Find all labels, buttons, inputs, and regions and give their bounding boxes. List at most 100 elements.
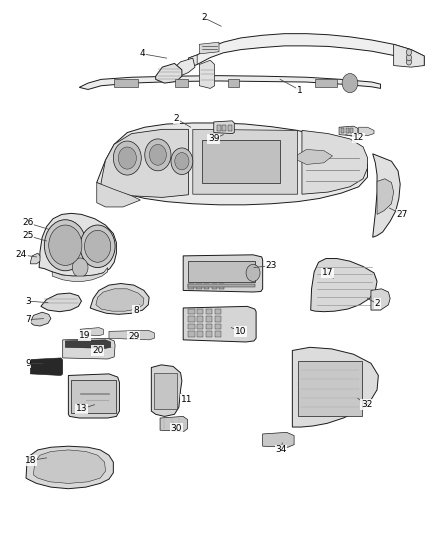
Circle shape xyxy=(175,152,189,170)
Bar xyxy=(350,128,353,133)
Text: 18: 18 xyxy=(25,456,36,465)
Text: 24: 24 xyxy=(16,251,27,260)
Circle shape xyxy=(113,141,141,175)
Circle shape xyxy=(406,54,412,61)
Polygon shape xyxy=(41,293,81,312)
Bar xyxy=(154,373,177,409)
Circle shape xyxy=(406,49,412,55)
Polygon shape xyxy=(39,213,117,276)
Bar xyxy=(223,125,226,131)
Bar xyxy=(197,309,203,314)
Text: 39: 39 xyxy=(208,134,219,143)
Polygon shape xyxy=(214,121,234,134)
Polygon shape xyxy=(96,289,144,311)
Polygon shape xyxy=(371,289,390,310)
Text: 17: 17 xyxy=(321,269,333,277)
Bar xyxy=(215,332,221,337)
Text: 29: 29 xyxy=(128,332,140,341)
Text: 13: 13 xyxy=(76,405,87,414)
Polygon shape xyxy=(97,123,367,205)
Polygon shape xyxy=(79,76,381,90)
Bar xyxy=(206,324,212,329)
Text: 27: 27 xyxy=(397,210,408,219)
Text: 3: 3 xyxy=(25,296,31,305)
Bar xyxy=(346,128,349,133)
Polygon shape xyxy=(263,432,294,447)
Bar xyxy=(206,317,212,322)
Polygon shape xyxy=(63,338,115,359)
Circle shape xyxy=(149,144,166,165)
Bar xyxy=(206,332,212,337)
Polygon shape xyxy=(311,259,377,312)
Polygon shape xyxy=(30,312,51,326)
Polygon shape xyxy=(30,253,40,264)
Text: 1: 1 xyxy=(297,85,303,94)
Polygon shape xyxy=(173,58,195,76)
Polygon shape xyxy=(101,130,188,197)
Circle shape xyxy=(145,139,171,171)
Circle shape xyxy=(406,59,412,65)
Circle shape xyxy=(80,225,115,268)
Text: 2: 2 xyxy=(173,114,179,123)
Text: 2: 2 xyxy=(374,299,380,308)
Polygon shape xyxy=(199,60,215,88)
Bar xyxy=(197,324,203,329)
Bar xyxy=(204,284,209,289)
Bar xyxy=(188,332,194,337)
Bar xyxy=(188,284,194,289)
Bar xyxy=(228,79,239,87)
Circle shape xyxy=(49,225,82,265)
Circle shape xyxy=(72,258,88,277)
Polygon shape xyxy=(297,150,332,165)
Circle shape xyxy=(85,230,111,262)
Text: 12: 12 xyxy=(353,133,364,142)
Polygon shape xyxy=(193,130,297,194)
Polygon shape xyxy=(160,416,187,431)
Text: 9: 9 xyxy=(25,359,31,368)
Polygon shape xyxy=(52,268,108,281)
Text: 19: 19 xyxy=(79,331,90,340)
Polygon shape xyxy=(33,450,106,483)
Polygon shape xyxy=(90,284,149,314)
Circle shape xyxy=(342,74,358,93)
Bar xyxy=(175,79,188,87)
Bar xyxy=(212,284,217,289)
Text: 23: 23 xyxy=(266,261,277,270)
Bar xyxy=(188,309,194,314)
Bar xyxy=(215,309,221,314)
Polygon shape xyxy=(373,154,400,237)
Bar xyxy=(215,317,221,322)
Text: 4: 4 xyxy=(140,50,145,58)
Polygon shape xyxy=(394,44,424,67)
Polygon shape xyxy=(359,127,374,136)
Polygon shape xyxy=(199,42,219,54)
Bar xyxy=(188,324,194,329)
Bar xyxy=(297,361,362,416)
Polygon shape xyxy=(68,374,120,418)
Polygon shape xyxy=(377,179,394,214)
Text: 25: 25 xyxy=(22,231,33,240)
Bar xyxy=(217,125,221,131)
Bar xyxy=(187,261,255,282)
Bar xyxy=(341,128,344,133)
Polygon shape xyxy=(292,348,378,427)
Polygon shape xyxy=(26,446,113,489)
Bar xyxy=(71,379,116,413)
Text: 20: 20 xyxy=(92,346,103,355)
Polygon shape xyxy=(80,328,103,336)
Polygon shape xyxy=(155,63,182,83)
Polygon shape xyxy=(302,131,367,194)
Text: 32: 32 xyxy=(361,400,372,409)
Polygon shape xyxy=(188,55,197,67)
Polygon shape xyxy=(151,365,182,416)
Bar xyxy=(187,284,255,287)
Bar xyxy=(215,324,221,329)
Text: 7: 7 xyxy=(25,315,31,324)
Polygon shape xyxy=(188,34,424,67)
Text: 2: 2 xyxy=(201,13,207,22)
Polygon shape xyxy=(65,340,111,349)
Circle shape xyxy=(44,220,86,271)
Polygon shape xyxy=(183,306,256,342)
Bar xyxy=(219,284,224,289)
Text: 8: 8 xyxy=(133,305,139,314)
